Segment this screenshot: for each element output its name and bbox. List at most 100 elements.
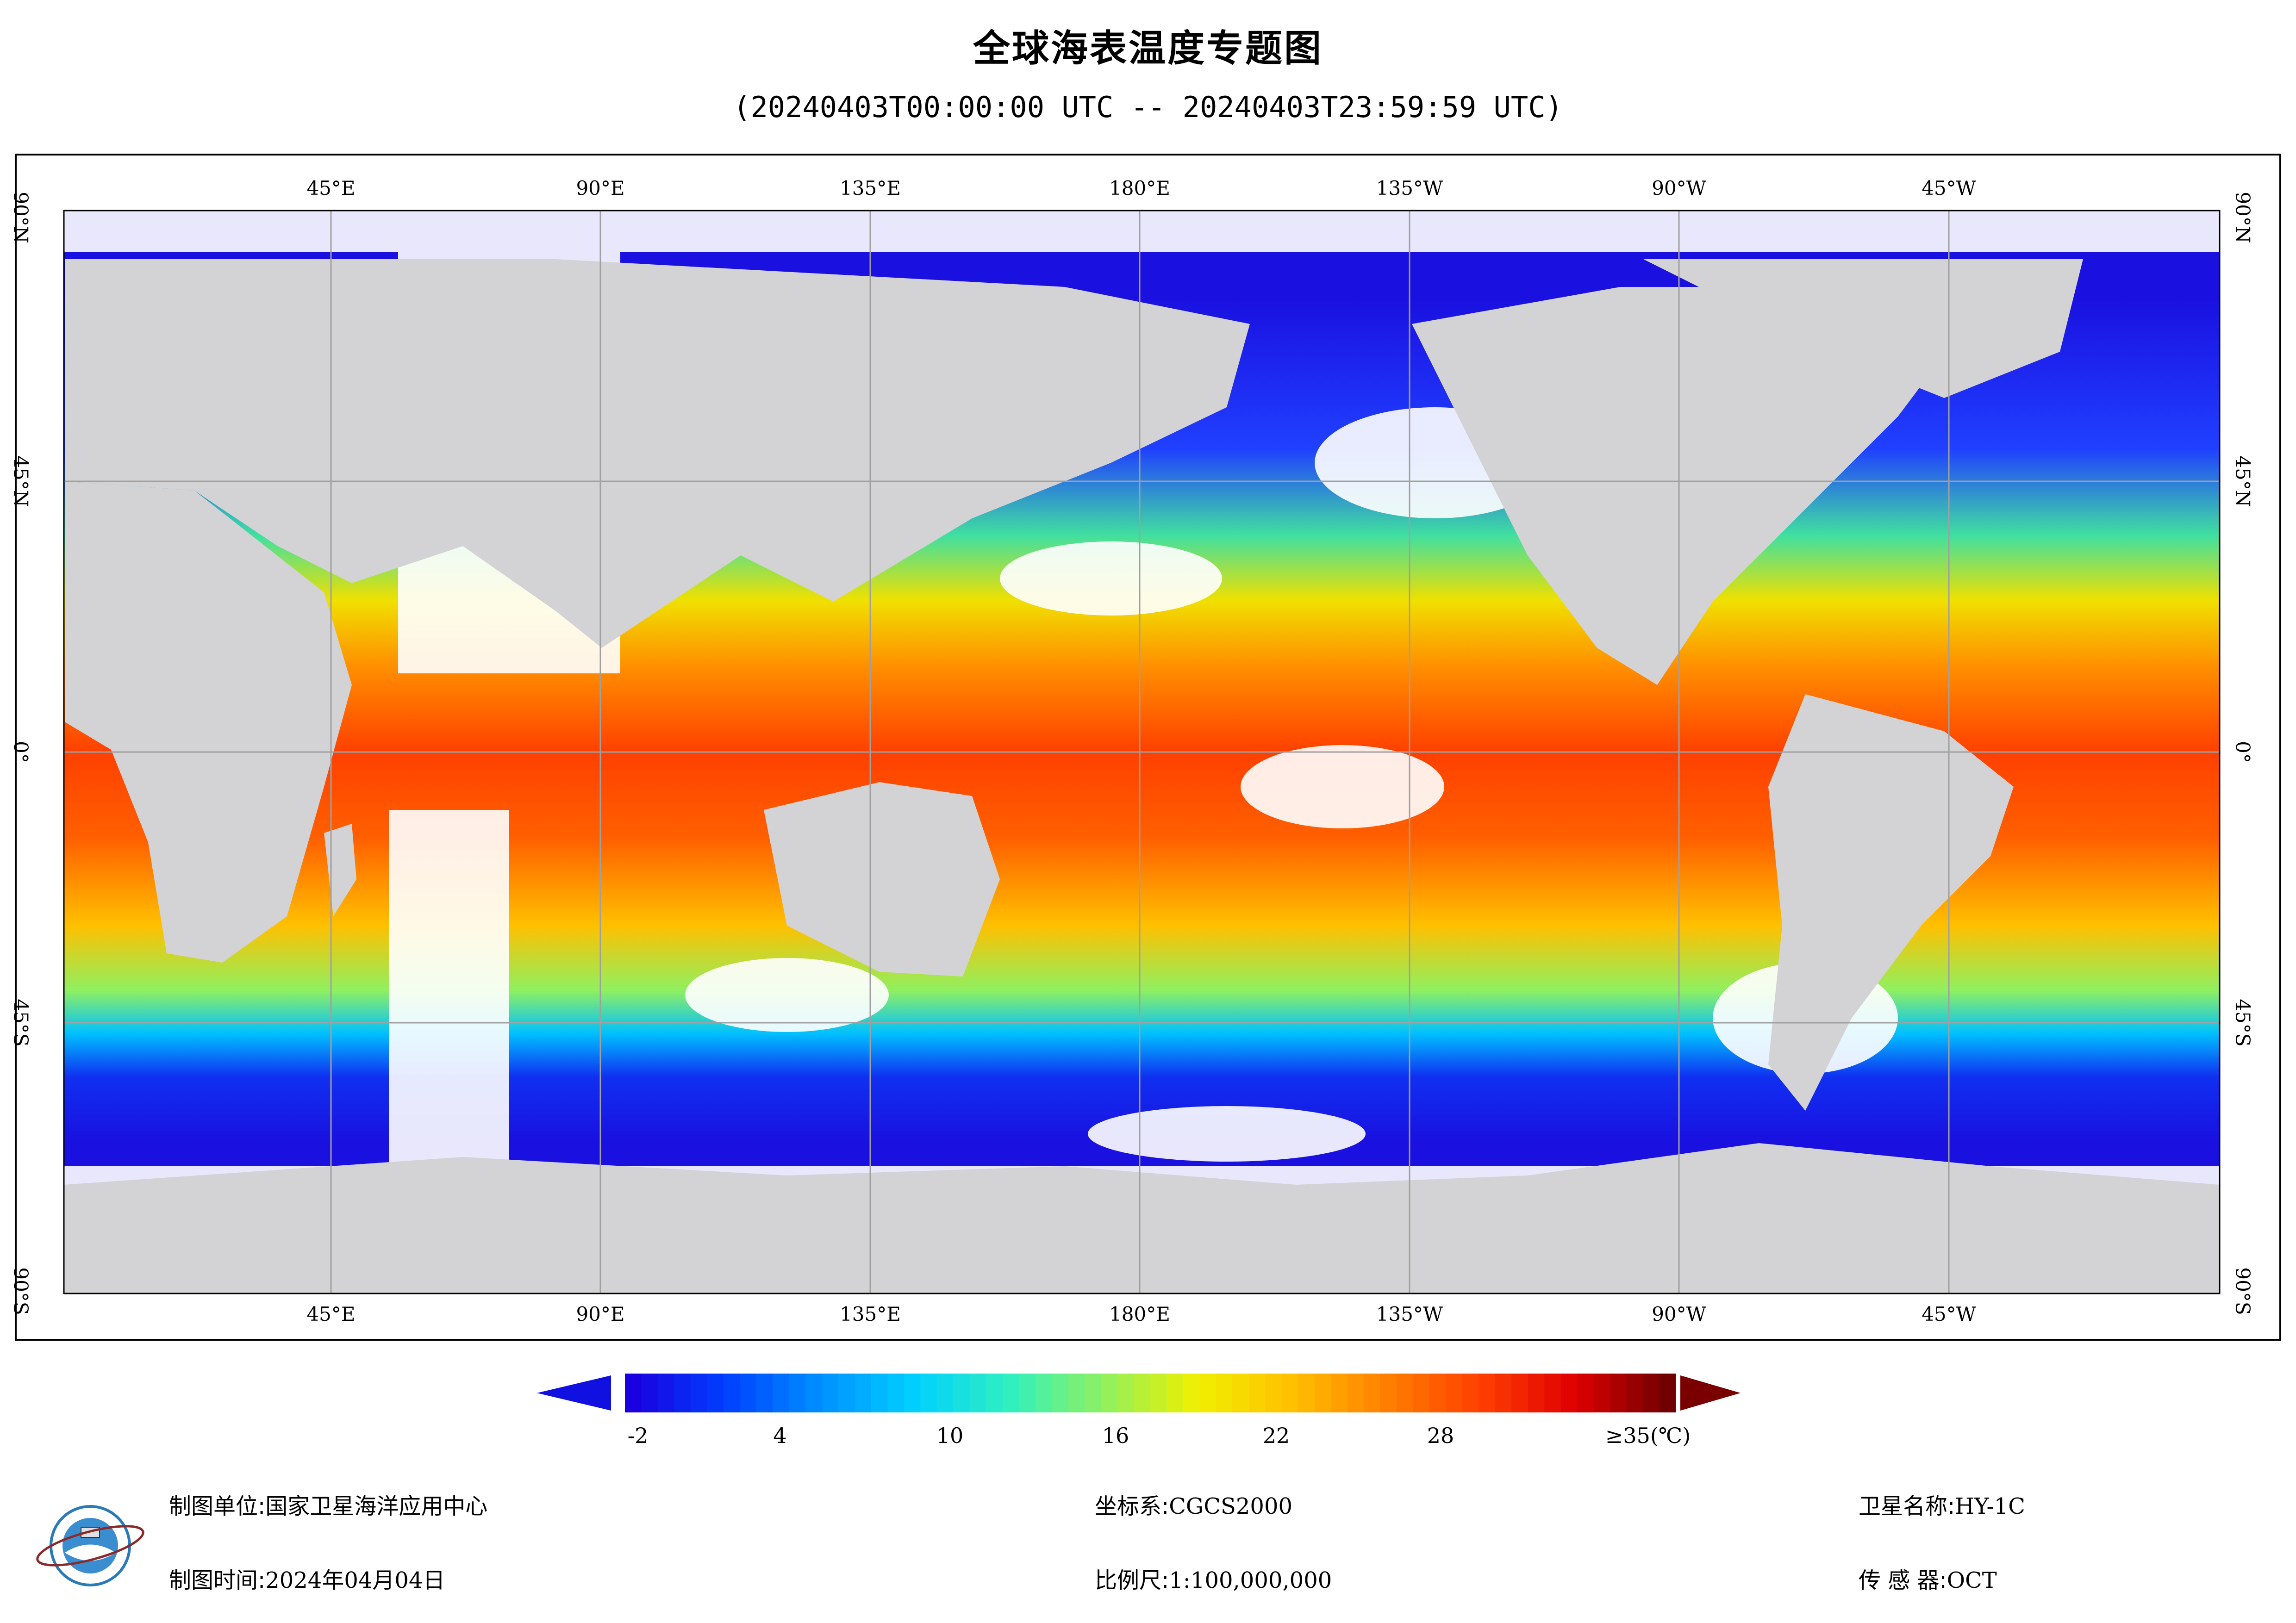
lat-tick-left-45n: 45°N xyxy=(9,455,32,507)
colorbar-cell xyxy=(1068,1374,1085,1412)
lon-tick-top-135w: 135°W xyxy=(1376,177,1443,199)
colorbar-cell xyxy=(1232,1374,1249,1412)
lon-tick-bottom-180: 180°E xyxy=(1109,1303,1170,1325)
lat-tick-right-0: 0° xyxy=(2231,741,2254,763)
colorbar-max-arrow xyxy=(1680,1375,1741,1411)
colorbar-cell xyxy=(904,1374,921,1412)
colorbar-cell xyxy=(641,1374,658,1412)
colorbar-cell xyxy=(1511,1374,1529,1412)
land-eurasia xyxy=(65,259,1250,648)
colorbar-cell xyxy=(1265,1374,1282,1412)
scale-label: 比例尺: xyxy=(1095,1567,1169,1593)
colorbar-cell xyxy=(1314,1374,1331,1412)
colorbar-cell xyxy=(1216,1374,1233,1412)
colorbar-cell xyxy=(1117,1374,1135,1412)
lon-tick-bottom-45w: 45°W xyxy=(1922,1303,1976,1325)
lon-tick-top-180: 180°E xyxy=(1109,177,1170,199)
colorbar-cell xyxy=(1183,1374,1200,1412)
colorbar-cell xyxy=(1577,1374,1594,1412)
colorbar-label: 4 xyxy=(773,1423,787,1448)
colorbar-cell xyxy=(1002,1374,1019,1412)
scale-value: 1:100,000,000 xyxy=(1169,1567,1332,1593)
map-border xyxy=(63,210,2221,1294)
colorbar-cell xyxy=(1544,1374,1561,1412)
colorbar-cell xyxy=(953,1374,970,1412)
colorbar-cell xyxy=(674,1374,691,1412)
colorbar-cell xyxy=(1167,1374,1184,1412)
colorbar-cell xyxy=(1085,1374,1102,1412)
lat-tick-left-45s: 45°S xyxy=(9,999,32,1047)
colorbar-cell xyxy=(1364,1374,1381,1412)
satellite-label: 卫星名称: xyxy=(1859,1493,1955,1519)
colorbar-cell xyxy=(1281,1374,1298,1412)
colorbar-cell xyxy=(920,1374,937,1412)
colorbar-cell xyxy=(1479,1374,1496,1412)
colorbar-cell xyxy=(1101,1374,1118,1412)
colorbar-cell xyxy=(887,1374,905,1412)
lon-tick-top-45w: 45°W xyxy=(1922,177,1976,199)
lon-tick-bottom-45e: 45°E xyxy=(306,1303,356,1325)
land-madagascar xyxy=(324,824,356,916)
colorbar-label: 28 xyxy=(1427,1423,1454,1448)
colorbar-cell xyxy=(1248,1374,1266,1412)
colorbar-cell xyxy=(1035,1374,1052,1412)
colorbar-cell xyxy=(1134,1374,1151,1412)
mapping-time-label: 制图时间: xyxy=(169,1567,266,1593)
nsoas-logo xyxy=(36,1505,144,1586)
lat-tick-right-45n: 45°N xyxy=(2231,455,2254,507)
colorbar-cell xyxy=(1643,1374,1660,1412)
mapping-time: 制图时间:2024年04月04日 xyxy=(169,1562,445,1594)
lon-tick-bottom-135e: 135°E xyxy=(840,1303,901,1325)
colorbar-cell xyxy=(1397,1374,1413,1412)
land-masses xyxy=(64,259,2220,1293)
colorbar-cell xyxy=(986,1374,1003,1412)
mapping-time-value: 2024年04月04日 xyxy=(265,1567,445,1593)
colorbar xyxy=(537,1374,1741,1412)
sensor-name: 传 感 器:OCT xyxy=(1859,1562,1997,1594)
lat-tick-right-90s: 90°S xyxy=(2231,1267,2254,1315)
lat-tick-left-90s: 90°S xyxy=(9,1267,32,1315)
mapping-unit-label: 制图单位: xyxy=(169,1493,266,1519)
colorbar-cell xyxy=(1495,1374,1512,1412)
time-range-subtitle: (20240403T00:00:00 UTC -- 20240403T23:59… xyxy=(733,90,1563,124)
lat-tick-left-90n: 90°N xyxy=(9,192,32,243)
colorbar-cell xyxy=(657,1374,674,1412)
colorbar-cell xyxy=(1560,1374,1578,1412)
colorbar-cell xyxy=(773,1374,790,1412)
colorbar-cell xyxy=(805,1374,823,1412)
lon-tick-bottom-90e: 90°E xyxy=(576,1303,625,1325)
land-south-america xyxy=(1768,694,2014,1111)
colorbar-cell xyxy=(1150,1374,1167,1412)
colorbar-cell xyxy=(723,1374,740,1412)
land-north-america xyxy=(1412,287,1967,685)
colorbar-cell xyxy=(1331,1374,1348,1412)
colorbar-cell xyxy=(1593,1374,1610,1412)
colorbar-cell xyxy=(1347,1374,1364,1412)
colorbar-cell xyxy=(1019,1374,1036,1412)
lon-tick-bottom-135w: 135°W xyxy=(1376,1303,1443,1325)
colorbar-label: 10 xyxy=(936,1423,964,1448)
colorbar-cell xyxy=(1626,1374,1643,1412)
mapping-unit: 制图单位:国家卫星海洋应用中心 xyxy=(169,1488,487,1520)
colorbar-min-arrow xyxy=(537,1375,611,1411)
lon-tick-top-135e: 135°E xyxy=(840,177,901,199)
lon-tick-top-45e: 45°E xyxy=(306,177,356,199)
colorbar-cell xyxy=(1199,1374,1217,1412)
colorbar-cell xyxy=(690,1374,707,1412)
colorbar-cell xyxy=(1298,1374,1315,1412)
lat-tick-right-45s: 45°S xyxy=(2231,999,2254,1047)
graticule xyxy=(64,211,2220,1293)
land-australia xyxy=(764,782,1000,976)
page-title: 全球海表温度专题图 xyxy=(973,27,1323,70)
colorbar-label: -2 xyxy=(627,1423,649,1448)
land-antarctica xyxy=(64,1143,2220,1293)
colorbar-cell xyxy=(1052,1374,1069,1412)
map-scale: 比例尺:1:100,000,000 xyxy=(1095,1562,1332,1594)
colorbar-cell xyxy=(936,1374,954,1412)
crs-value: CGCS2000 xyxy=(1169,1493,1293,1519)
land-greenland xyxy=(1643,259,2083,398)
lon-tick-top-90e: 90°E xyxy=(576,177,625,199)
sensor-label: 传 感 器: xyxy=(1859,1567,1947,1593)
crs-label: 坐标系: xyxy=(1095,1493,1169,1519)
